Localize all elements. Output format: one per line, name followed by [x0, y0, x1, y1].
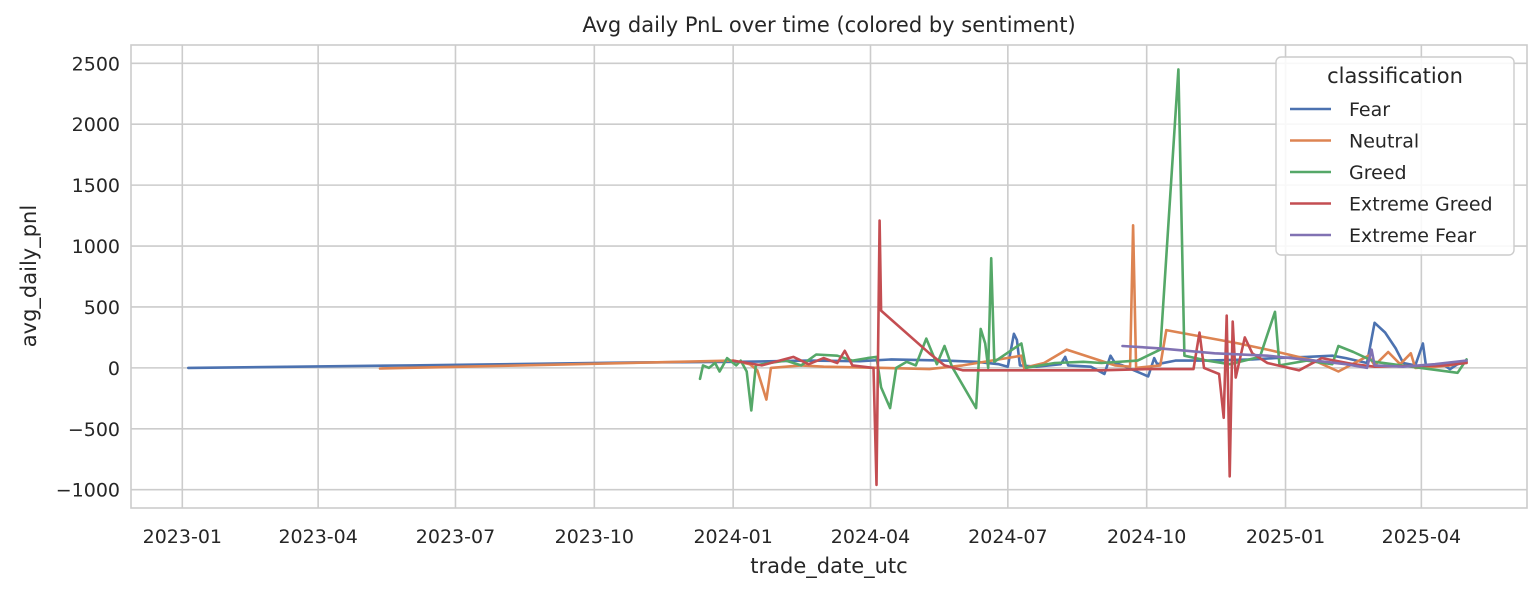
- y-axis-label: avg_daily_pnl: [17, 205, 42, 347]
- y-tick-label: −1000: [56, 480, 120, 502]
- series-line-extreme-greed: [731, 219, 1468, 487]
- x-tick-label: 2023-01: [143, 526, 222, 548]
- y-tick-label: 500: [84, 297, 120, 319]
- legend-label-extreme-fear: Extreme Fear: [1349, 225, 1476, 247]
- y-tick-label: 1500: [72, 175, 120, 197]
- legend: classification Fear Neutral Greed Extreme G…: [1275, 56, 1515, 256]
- series-line-neutral: [378, 224, 1468, 401]
- legend-title: classification: [1327, 64, 1463, 88]
- y-tick-label: 2500: [72, 53, 120, 75]
- y-tick-label: −500: [68, 419, 120, 441]
- x-tick-label: 2024-01: [693, 526, 772, 548]
- y-tick-label: 0: [108, 358, 120, 380]
- x-tick-label: 2025-04: [1382, 526, 1461, 548]
- chart-title: Avg daily PnL over time (colored by sent…: [582, 13, 1075, 37]
- legend-items: Fear Neutral Greed Extreme Greed Extreme Fea…: [1290, 99, 1493, 247]
- x-tick-labels: 2023-01 2023-04 2023-07 2023-10 2024-01 2024-…: [143, 526, 1461, 548]
- y-tick-label: 1000: [72, 236, 120, 258]
- plot-frame: [130, 44, 1528, 509]
- x-tick-label: 2024-07: [968, 526, 1047, 548]
- series-line-extreme-fear: [1121, 344, 1468, 370]
- x-tick-label: 2023-10: [555, 526, 634, 548]
- y-tick-label: 2000: [72, 114, 120, 136]
- series-lines: [187, 68, 1468, 487]
- legend-label-fear: Fear: [1349, 99, 1390, 121]
- y-tick-labels: −1000 −500 0 500 1000 1500 2000 2500: [56, 53, 120, 501]
- x-tick-label: 2023-07: [416, 526, 495, 548]
- x-tick-label: 2023-04: [278, 526, 357, 548]
- legend-label-neutral: Neutral: [1349, 131, 1419, 153]
- legend-label-greed: Greed: [1349, 162, 1407, 184]
- legend-label-extreme-greed: Extreme Greed: [1349, 194, 1493, 216]
- x-tick-label: 2025-01: [1246, 526, 1325, 548]
- x-tick-label: 2024-10: [1107, 526, 1186, 548]
- x-axis-label: trade_date_utc: [750, 554, 907, 579]
- x-tick-label: 2024-04: [831, 526, 910, 548]
- legend-box: [1275, 56, 1515, 256]
